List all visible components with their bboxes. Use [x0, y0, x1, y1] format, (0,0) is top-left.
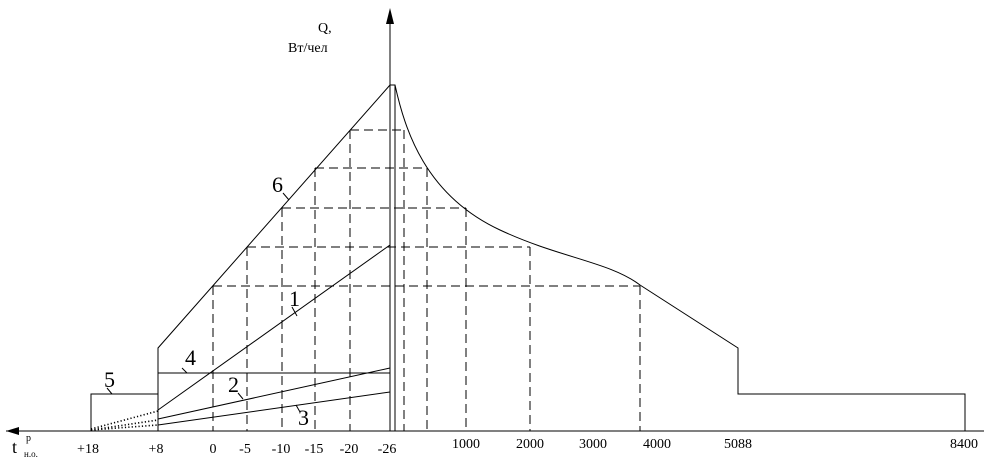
y-axis-label-unit: Вт/чел — [288, 41, 328, 56]
leader-5 — [106, 387, 113, 395]
right-tick-labels: 1000 2000 3000 4000 5088 8400 — [452, 437, 978, 452]
curve-6-right-boundary — [390, 84, 966, 431]
curve-1-line — [157, 244, 391, 411]
curve-extension-dotted-a — [90, 410, 159, 430]
curve-2-line — [157, 367, 391, 420]
curve-6-left-boundary — [90, 84, 391, 431]
tick-minus5: -5 — [239, 442, 251, 457]
leader-2 — [237, 392, 244, 400]
tick-minus10: -10 — [272, 442, 291, 457]
inner-curves — [90, 244, 391, 431]
y-axis-label-q: Q, — [318, 21, 332, 36]
curve-label-2: 2 — [228, 372, 239, 397]
x-axis-label-t: t — [12, 437, 17, 457]
tick-plus18: +18 — [77, 442, 99, 457]
x-axis-label-sub: н.о. — [24, 449, 38, 459]
dashed-grid — [212, 129, 641, 431]
tick-4000: 4000 — [643, 437, 671, 452]
curve-extension-dotted-b — [90, 419, 159, 431]
curve-extension-dotted-c — [90, 424, 159, 431]
tick-plus8: +8 — [149, 442, 164, 457]
tick-minus26: -26 — [378, 442, 397, 457]
leader-4 — [181, 367, 188, 374]
tick-2000: 2000 — [516, 437, 544, 452]
leader-6 — [282, 192, 290, 201]
envelope — [90, 84, 966, 431]
curve-3-line — [157, 391, 391, 426]
curve-label-3: 3 — [298, 405, 309, 430]
left-tick-labels: +18 +8 0 -5 -10 -15 -20 -26 — [77, 442, 396, 457]
x-axis-label-sup: р — [26, 433, 31, 444]
curve-label-4: 4 — [185, 345, 196, 370]
curve-label-5: 5 — [104, 367, 115, 392]
tick-3000: 3000 — [579, 437, 607, 452]
tick-8400: 8400 — [950, 437, 978, 452]
tick-1000: 1000 — [452, 437, 480, 452]
curve-label-6: 6 — [272, 172, 283, 197]
axes — [6, 8, 984, 435]
y-axis-arrow — [386, 8, 394, 24]
leader-1 — [291, 306, 298, 317]
tick-minus15: -15 — [305, 442, 324, 457]
tick-5088: 5088 — [724, 437, 752, 452]
tick-minus20: -20 — [340, 442, 359, 457]
x-axis-arrow — [6, 427, 19, 435]
curve-label-1: 1 — [289, 286, 300, 311]
leader-3 — [295, 404, 301, 413]
tick-0: 0 — [210, 442, 217, 457]
leaders — [106, 192, 301, 413]
